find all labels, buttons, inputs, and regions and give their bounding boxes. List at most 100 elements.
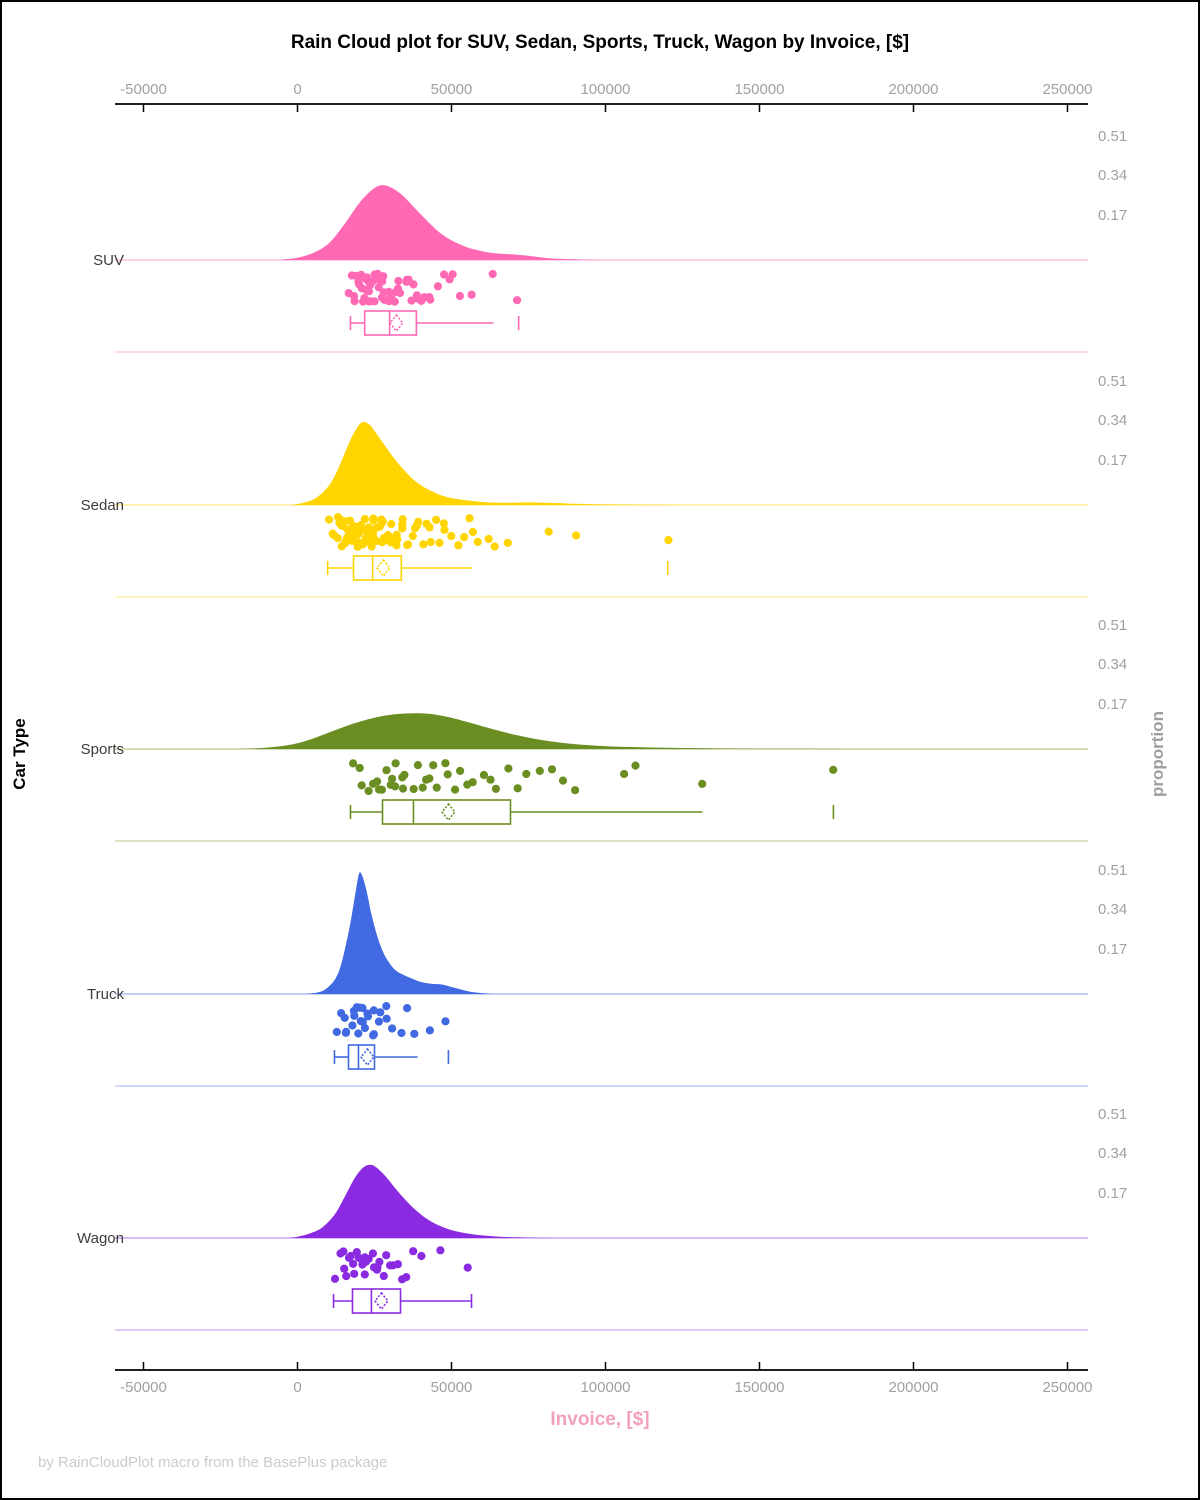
rain-point-sedan — [465, 514, 474, 523]
rain-point-sports — [571, 786, 580, 795]
x-tick-label-top: 0 — [293, 81, 301, 98]
density-area-suv — [282, 185, 606, 260]
rain-point-sports — [388, 774, 397, 783]
rain-point-sedan — [369, 516, 378, 525]
mean-diamond — [388, 313, 404, 333]
rain-point-sports — [504, 764, 513, 773]
rain-point-truck — [358, 1003, 367, 1013]
rain-point-sports — [432, 783, 441, 792]
rain-point-suv — [394, 276, 403, 286]
rain-point-truck — [369, 1030, 378, 1039]
rain-point-sports — [479, 770, 488, 780]
rain-point-sports — [413, 761, 422, 770]
proportion-tick-label: 0.17 — [1098, 207, 1127, 224]
rain-point-suv — [368, 277, 377, 286]
rain-point-wagon — [393, 1260, 402, 1269]
rain-point-sedan — [360, 515, 369, 524]
rain-point-truck — [374, 1017, 383, 1026]
rain-point-wagon — [463, 1263, 472, 1272]
rain-point-suv — [433, 282, 442, 291]
x-tick-label-bottom: 50000 — [431, 1379, 473, 1396]
rain-point-sedan — [490, 542, 499, 551]
rain-point-suv — [409, 280, 418, 289]
proportion-tick-label: 0.51 — [1098, 1106, 1127, 1123]
rain-point-sedan — [367, 542, 376, 551]
density-area-sports — [235, 713, 852, 749]
rain-point-truck — [369, 1006, 378, 1015]
proportion-tick-label: 0.17 — [1098, 941, 1127, 958]
rain-point-suv — [364, 287, 374, 296]
density-area-wagon — [288, 1164, 554, 1238]
rain-point-suv — [455, 291, 464, 301]
rain-point-sports — [349, 759, 358, 768]
density-area-sedan — [291, 421, 683, 505]
rain-point-truck — [382, 1002, 391, 1011]
rain-point-sports — [398, 784, 408, 793]
rain-point-sedan — [454, 541, 463, 550]
rain-point-sedan — [460, 533, 469, 542]
rain-point-truck — [348, 1021, 357, 1030]
rain-point-sports — [451, 785, 460, 794]
rain-point-wagon — [352, 1248, 361, 1257]
x-tick-label-bottom: 200000 — [888, 1379, 938, 1396]
rain-point-sports — [377, 785, 386, 794]
x-tick-label-bottom: 150000 — [734, 1379, 784, 1396]
mean-diamond — [359, 1047, 375, 1067]
x-tick-label-top: 250000 — [1042, 81, 1092, 98]
category-label-truck: Truck — [87, 986, 124, 1003]
rain-point-sports — [400, 770, 409, 780]
rain-point-truck — [350, 1011, 359, 1020]
rain-point-sports — [443, 770, 452, 779]
x-tick-label-top: -50000 — [120, 81, 167, 98]
rain-point-sports — [631, 761, 640, 770]
rain-point-suv — [370, 297, 379, 306]
rain-point-sports — [535, 766, 544, 776]
rain-point-suv — [467, 290, 476, 299]
proportion-tick-label: 0.17 — [1098, 696, 1127, 713]
rain-point-sports — [456, 766, 465, 776]
rain-point-sports — [829, 765, 838, 775]
rain-point-sports — [382, 766, 391, 775]
rain-point-wagon — [379, 1271, 388, 1281]
rain-point-truck — [341, 1028, 350, 1037]
rain-point-sports — [355, 763, 364, 773]
rain-point-sedan — [393, 535, 402, 544]
rain-point-sports — [491, 784, 500, 793]
category-label-wagon: Wagon — [77, 1230, 124, 1247]
proportion-tick-label: 0.34 — [1098, 412, 1127, 429]
rain-point-truck — [388, 1024, 397, 1033]
box-sports — [381, 799, 512, 825]
x-tick-label-bottom: 0 — [293, 1379, 301, 1396]
density-area-truck — [303, 872, 495, 994]
rain-point-wagon — [349, 1259, 358, 1268]
rain-point-truck — [410, 1029, 419, 1038]
rain-point-sports — [522, 769, 531, 779]
rain-point-sports — [425, 774, 434, 783]
rain-point-truck — [382, 1014, 391, 1023]
proportion-tick-label: 0.34 — [1098, 656, 1127, 673]
rain-point-suv — [395, 288, 405, 298]
rain-point-sedan — [440, 525, 449, 534]
proportion-tick-label: 0.34 — [1098, 901, 1127, 918]
rain-point-sedan — [426, 537, 435, 547]
rain-point-truck — [340, 1013, 349, 1023]
rain-point-sedan — [333, 534, 342, 543]
x-tick-label-top: 100000 — [580, 81, 630, 98]
rain-point-sports — [373, 777, 382, 786]
proportion-tick-label: 0.51 — [1098, 128, 1127, 145]
proportion-tick-label: 0.34 — [1098, 167, 1127, 184]
rain-point-truck — [403, 1004, 412, 1013]
rain-point-sports — [698, 779, 707, 789]
rain-point-sedan — [345, 516, 355, 525]
rain-point-sedan — [473, 537, 482, 547]
rain-point-sedan — [572, 531, 581, 540]
rain-point-sedan — [377, 518, 386, 528]
x-tick-label-bottom: 100000 — [580, 1379, 630, 1396]
rain-point-sports — [409, 784, 418, 794]
rain-point-sports — [547, 765, 557, 774]
proportion-tick-label: 0.34 — [1098, 1145, 1127, 1162]
x-tick-label-bottom: -50000 — [120, 1379, 167, 1396]
rain-point-wagon — [330, 1274, 340, 1283]
rain-point-suv — [440, 270, 449, 279]
